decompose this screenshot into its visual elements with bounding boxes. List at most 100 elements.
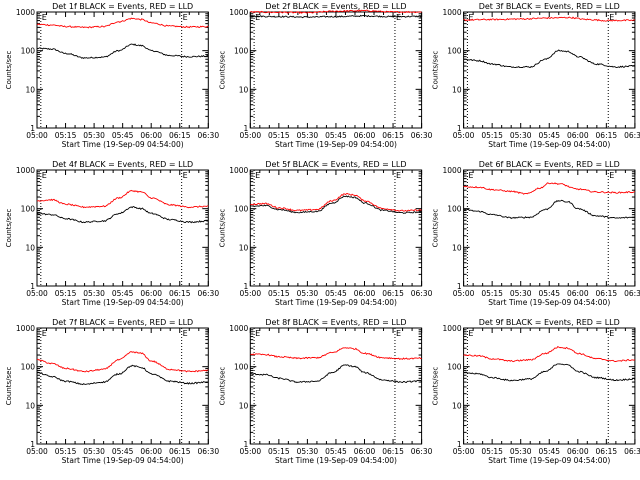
x-tick-label: 06:15 — [382, 447, 404, 456]
y-tick-label: 100 — [234, 47, 249, 56]
y-tick-label: 10 — [25, 243, 35, 252]
x-tick-label: 06:30 — [411, 289, 433, 298]
x-tick-label: 06:00 — [354, 289, 376, 298]
x-tick-label: 05:30 — [297, 131, 319, 140]
series-line-events — [463, 49, 635, 69]
event-marker-label: E — [609, 329, 614, 338]
y-tick-label: 1 — [457, 440, 462, 449]
series-line-lld — [463, 16, 636, 22]
x-axis-label: Start Time (19-Sep-09 04:54:00) — [275, 140, 397, 149]
panel-title: Det 9f BLACK = Events, RED = LLD — [479, 318, 620, 327]
event-marker-label: E — [396, 171, 401, 180]
series-line-lld — [250, 9, 422, 15]
panel-det-6f: Det 6f BLACK = Events, RED = LLD 1 10 100 10… — [432, 160, 640, 307]
x-axis-label: Start Time (19-Sep-09 04:54:00) — [488, 456, 610, 465]
x-tick-label: 05:15 — [481, 131, 503, 140]
y-axis-label: Counts/sec — [218, 51, 226, 90]
y-tick-label: 10 — [452, 243, 462, 252]
series-line-events — [250, 364, 422, 384]
x-tick-label: 05:00 — [26, 447, 48, 456]
y-axis-label: Counts/sec — [218, 209, 226, 248]
x-tick-label: 05:30 — [83, 447, 105, 456]
y-tick-label: 1000 — [16, 8, 35, 17]
panel-title: Det 1f BLACK = Events, RED = LLD — [52, 2, 193, 11]
x-tick-label: 06:30 — [197, 447, 219, 456]
y-tick-label: 100 — [234, 205, 249, 214]
x-tick-label: 06:00 — [567, 289, 589, 298]
x-tick-label: 05:15 — [268, 131, 290, 140]
x-tick-label: 06:00 — [354, 447, 376, 456]
panel-title: Det 5f BLACK = Events, RED = LLD — [265, 160, 406, 169]
x-tick-label: 05:45 — [112, 289, 134, 298]
x-tick-label: 05:00 — [239, 289, 261, 298]
x-tick-label: 06:30 — [197, 131, 219, 140]
series-line-lld — [36, 351, 209, 373]
y-tick-label: 10 — [452, 85, 462, 94]
series-line-events — [463, 363, 636, 382]
event-marker-label: E — [183, 329, 188, 338]
panel-det-4f: Det 4f BLACK = Events, RED = LLD 1 10 100 10… — [5, 160, 219, 307]
y-tick-label: 100 — [447, 363, 462, 372]
x-tick-label: 06:15 — [596, 131, 618, 140]
x-tick-label: 05:45 — [538, 131, 560, 140]
x-tick-label: 05:00 — [239, 131, 261, 140]
x-tick-label: 06:00 — [140, 447, 162, 456]
x-tick-label: 05:30 — [510, 447, 532, 456]
event-marker-label: E — [609, 171, 614, 180]
x-tick-label: 06:15 — [169, 447, 191, 456]
y-tick-label: 1000 — [229, 324, 248, 333]
y-tick-label: 1 — [30, 282, 35, 291]
y-tick-label: 1000 — [443, 166, 462, 175]
event-marker-label: E — [42, 171, 47, 180]
y-axis-label: Counts/sec — [432, 367, 440, 406]
x-tick-label: 06:15 — [382, 289, 404, 298]
event-marker-label: E — [42, 13, 47, 22]
x-tick-label: 05:00 — [453, 131, 475, 140]
panel-title: Det 3f BLACK = Events, RED = LLD — [479, 2, 620, 11]
x-tick-label: 05:30 — [510, 131, 532, 140]
panel-det-3f: Det 3f BLACK = Events, RED = LLD 1 10 100 10… — [432, 2, 640, 149]
y-tick-label: 100 — [21, 363, 36, 372]
y-axis-label: Counts/sec — [5, 209, 13, 248]
x-tick-label: 06:00 — [140, 289, 162, 298]
y-tick-label: 10 — [239, 85, 249, 94]
x-tick-label: 06:30 — [411, 447, 433, 456]
x-axis-label: Start Time (19-Sep-09 04:54:00) — [275, 456, 397, 465]
x-tick-label: 05:45 — [538, 289, 560, 298]
x-tick-label: 05:45 — [112, 131, 134, 140]
y-tick-label: 1 — [244, 440, 249, 449]
y-axis-label: Counts/sec — [432, 51, 440, 90]
x-tick-label: 05:15 — [55, 131, 77, 140]
y-axis-label: Counts/sec — [5, 51, 13, 90]
event-marker-label: E — [468, 171, 473, 180]
event-marker-label: E — [396, 329, 401, 338]
y-tick-label: 10 — [239, 243, 249, 252]
y-tick-label: 1 — [30, 124, 35, 133]
x-tick-label: 06:30 — [624, 447, 640, 456]
x-tick-label: 05:30 — [297, 289, 319, 298]
x-axis-label: Start Time (19-Sep-09 04:54:00) — [62, 298, 184, 307]
event-marker-label: E — [42, 329, 47, 338]
series-line-lld — [36, 17, 209, 29]
x-axis-label: Start Time (19-Sep-09 04:54:00) — [275, 298, 397, 307]
panel-title: Det 8f BLACK = Events, RED = LLD — [265, 318, 406, 327]
x-tick-label: 06:15 — [382, 131, 404, 140]
x-tick-label: 05:15 — [481, 289, 503, 298]
y-tick-label: 100 — [21, 205, 36, 214]
event-marker-label: E — [468, 13, 473, 22]
series-line-events — [250, 195, 422, 214]
panel-title: Det 2f BLACK = Events, RED = LLD — [265, 2, 406, 11]
y-tick-label: 100 — [447, 47, 462, 56]
x-tick-label: 05:30 — [297, 447, 319, 456]
event-marker-label: E — [255, 329, 260, 338]
y-tick-label: 1000 — [229, 8, 248, 17]
y-tick-label: 10 — [25, 401, 35, 410]
panel-title: Det 6f BLACK = Events, RED = LLD — [479, 160, 620, 169]
x-tick-label: 05:45 — [538, 447, 560, 456]
event-marker-label: E — [468, 329, 473, 338]
panel-det-5f: Det 5f BLACK = Events, RED = LLD 1 10 100 10… — [218, 160, 432, 307]
x-tick-label: 06:30 — [197, 289, 219, 298]
y-tick-label: 10 — [452, 401, 462, 410]
x-tick-label: 05:00 — [26, 289, 48, 298]
